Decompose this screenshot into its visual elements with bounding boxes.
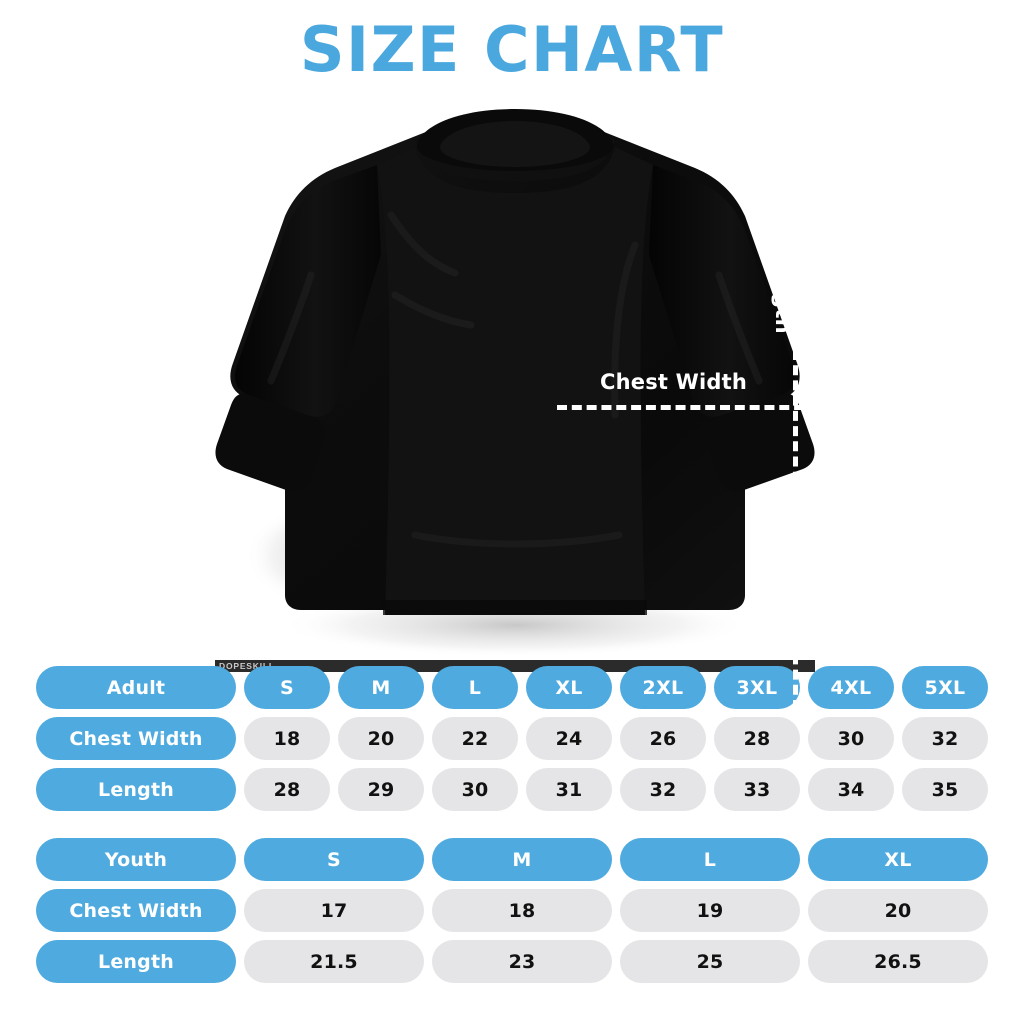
adult-chest-width-3xl: 28 [714, 717, 800, 760]
adult-header-row: Adult S M L XL 2XL 3XL 4XL 5XL [36, 666, 988, 709]
chest-width-label: Chest Width [600, 370, 748, 394]
adult-chest-width-5xl: 32 [902, 717, 988, 760]
cuff-left [215, 393, 326, 492]
youth-size-header-s: S [244, 838, 424, 881]
shirt-svg [215, 109, 815, 657]
adult-chest-width-row: Chest Width 18 20 22 24 26 28 30 32 [36, 717, 988, 760]
length-dashed-line [793, 213, 798, 710]
youth-size-header-l: L [620, 838, 800, 881]
youth-length-m: 23 [432, 940, 612, 983]
adult-chest-width-2xl: 26 [620, 717, 706, 760]
youth-length-xl: 26.5 [808, 940, 988, 983]
adult-size-table: Adult S M L XL 2XL 3XL 4XL 5XL Chest Wid… [36, 666, 988, 811]
chest-width-dashed-line [557, 405, 893, 410]
hem-band [383, 600, 647, 615]
adult-length-xl: 31 [526, 768, 612, 811]
youth-size-table: Youth S M L XL Chest Width 17 18 19 20 L… [36, 838, 988, 983]
youth-length-l: 25 [620, 940, 800, 983]
adult-length-row: Length 28 29 30 31 32 33 34 35 [36, 768, 988, 811]
length-label: Length [771, 250, 795, 334]
adult-length-2xl: 32 [620, 768, 706, 811]
fold-chest-left [391, 291, 475, 329]
youth-header-row: Youth S M L XL [36, 838, 988, 881]
adult-size-header-5xl: 5XL [902, 666, 988, 709]
youth-size-header-m: M [432, 838, 612, 881]
youth-chest-width-l: 19 [620, 889, 800, 932]
page-title: SIZE CHART [299, 13, 725, 86]
adult-table-title: Adult [36, 666, 236, 709]
youth-chest-width-xl: 20 [808, 889, 988, 932]
adult-chest-width-l: 22 [432, 717, 518, 760]
adult-size-header-xl: XL [526, 666, 612, 709]
adult-length-4xl: 34 [808, 768, 894, 811]
youth-length-s: 21.5 [244, 940, 424, 983]
garment-illustration: Chest Width Length DOPESKILL [215, 95, 893, 710]
adult-chest-width-s: 18 [244, 717, 330, 760]
cuff-right [704, 393, 815, 492]
fold-side-right [611, 241, 639, 419]
sleeve-left [234, 165, 381, 417]
adult-length-m: 29 [338, 768, 424, 811]
youth-length-label: Length [36, 940, 236, 983]
adult-chest-width-m: 20 [338, 717, 424, 760]
adult-size-header-3xl: 3XL [714, 666, 800, 709]
adult-size-header-2xl: 2XL [620, 666, 706, 709]
adult-chest-width-label: Chest Width [36, 717, 236, 760]
collar-inner [440, 121, 590, 167]
sleeve-right [649, 165, 796, 417]
youth-chest-width-row: Chest Width 17 18 19 20 [36, 889, 988, 932]
youth-chest-width-label: Chest Width [36, 889, 236, 932]
adult-chest-width-xl: 24 [526, 717, 612, 760]
adult-size-header-4xl: 4XL [808, 666, 894, 709]
fold-shoulder-left [387, 211, 459, 277]
youth-table-title: Youth [36, 838, 236, 881]
adult-size-header-s: S [244, 666, 330, 709]
adult-length-3xl: 33 [714, 768, 800, 811]
shirt-torso-slab [377, 147, 653, 615]
fold-hem [411, 531, 623, 548]
adult-size-header-l: L [432, 666, 518, 709]
youth-size-header-xl: XL [808, 838, 988, 881]
adult-length-5xl: 35 [902, 768, 988, 811]
youth-chest-width-m: 18 [432, 889, 612, 932]
youth-length-row: Length 21.5 23 25 26.5 [36, 940, 988, 983]
adult-size-header-m: M [338, 666, 424, 709]
fold-sleeve-left [267, 271, 315, 385]
adult-chest-width-4xl: 30 [808, 717, 894, 760]
adult-length-l: 30 [432, 768, 518, 811]
adult-length-s: 28 [244, 768, 330, 811]
adult-length-label: Length [36, 768, 236, 811]
fold-sleeve-right [715, 271, 763, 385]
youth-chest-width-s: 17 [244, 889, 424, 932]
